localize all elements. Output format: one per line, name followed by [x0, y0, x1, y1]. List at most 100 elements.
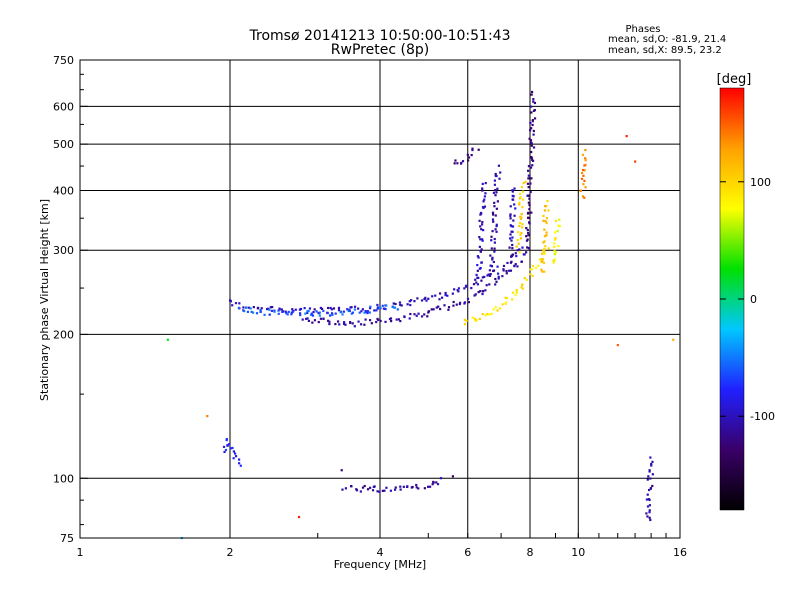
data-point	[467, 159, 470, 162]
data-point	[434, 294, 437, 297]
data-point	[483, 205, 487, 208]
data-point	[511, 253, 515, 256]
data-point	[493, 250, 496, 253]
x-tick-label: 8	[527, 546, 534, 559]
data-point	[493, 247, 496, 250]
colorbar-label: [deg]	[717, 72, 752, 87]
data-point	[526, 169, 530, 172]
data-point	[303, 307, 306, 310]
data-point	[518, 248, 521, 251]
data-point	[263, 313, 266, 316]
data-point	[166, 338, 169, 341]
data-point	[547, 247, 550, 250]
data-point	[502, 269, 505, 272]
data-point	[470, 286, 473, 290]
data-point	[493, 179, 497, 182]
data-point	[482, 229, 485, 232]
colorbar-tick-label: 0	[750, 293, 757, 306]
data-point	[646, 515, 649, 518]
data-point	[463, 287, 466, 290]
data-point	[409, 303, 412, 307]
data-point	[513, 187, 516, 190]
data-point	[473, 294, 476, 297]
data-point	[226, 444, 229, 447]
data-point	[359, 323, 363, 326]
data-point	[494, 214, 497, 217]
data-point	[291, 308, 294, 311]
y-tick-label: 400	[53, 184, 74, 197]
data-point	[492, 213, 495, 216]
data-point	[495, 174, 498, 178]
data-point	[528, 197, 531, 200]
data-point	[369, 305, 372, 308]
data-point	[431, 295, 434, 298]
data-point	[349, 321, 352, 324]
data-point	[234, 455, 238, 458]
data-point	[298, 308, 301, 311]
data-point	[423, 297, 426, 301]
data-point	[491, 230, 494, 233]
data-point	[260, 307, 263, 310]
data-point	[417, 487, 420, 490]
data-point	[495, 280, 498, 283]
data-point	[384, 320, 387, 323]
data-point	[486, 312, 489, 316]
data-point	[370, 322, 373, 325]
y-tick-label: 75	[60, 532, 74, 545]
data-point	[496, 309, 499, 312]
data-point	[520, 216, 523, 219]
data-point	[409, 312, 412, 316]
data-point	[510, 260, 513, 263]
data-point	[518, 251, 521, 254]
data-point	[511, 190, 514, 193]
data-point	[466, 297, 470, 300]
data-point	[334, 322, 337, 326]
data-point	[330, 312, 334, 315]
x-tick-label: 2	[227, 546, 234, 559]
data-point	[651, 460, 654, 463]
data-point	[481, 220, 484, 224]
data-point	[309, 313, 313, 316]
x-tick-label: 16	[673, 546, 687, 559]
data-point	[399, 303, 402, 306]
data-point	[527, 177, 530, 180]
data-point	[520, 286, 523, 289]
data-point	[231, 446, 234, 450]
data-point	[436, 483, 440, 486]
data-point	[341, 488, 344, 491]
data-point	[540, 258, 543, 261]
data-point	[427, 311, 430, 314]
data-point	[495, 225, 498, 228]
data-point	[527, 186, 530, 189]
data-point	[394, 302, 397, 306]
data-point	[505, 272, 508, 275]
data-point	[413, 300, 416, 303]
data-point	[328, 320, 331, 323]
data-point	[363, 323, 366, 326]
data-point	[502, 268, 505, 271]
data-point	[465, 319, 468, 322]
data-point	[393, 488, 397, 491]
data-point	[616, 344, 619, 347]
data-point	[319, 317, 323, 320]
data-point	[545, 231, 548, 234]
data-point	[447, 308, 450, 311]
data-point	[480, 228, 483, 231]
data-point	[584, 186, 587, 189]
data-point	[525, 239, 529, 242]
data-point	[532, 129, 535, 133]
data-point	[427, 310, 431, 313]
data-point	[499, 171, 502, 174]
data-point	[519, 237, 523, 240]
data-point	[513, 264, 516, 267]
data-point	[505, 296, 509, 300]
data-point	[376, 490, 379, 493]
data-point	[284, 310, 287, 313]
data-point	[528, 129, 532, 132]
data-point	[543, 209, 547, 212]
data-point	[488, 313, 491, 316]
colorbar-tick-label: 100	[750, 176, 771, 189]
data-point	[526, 194, 529, 197]
data-point	[497, 275, 500, 278]
data-point	[311, 321, 314, 324]
